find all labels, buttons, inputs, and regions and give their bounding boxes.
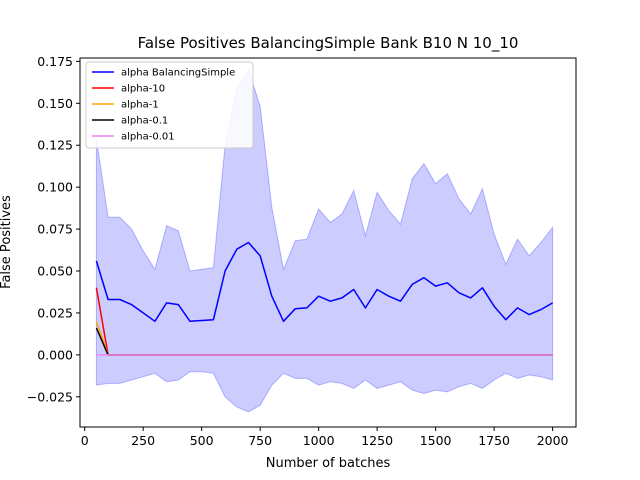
x-tick-label: 0 xyxy=(81,433,89,448)
y-tick-label: 0.000 xyxy=(37,347,73,362)
x-tick-label: 1750 xyxy=(478,433,510,448)
y-axis-label: False Positives xyxy=(0,195,14,289)
legend: alpha BalancingSimple alpha-10 alpha-1 alph… xyxy=(85,61,254,149)
plot-frame xyxy=(79,57,577,428)
x-tick-label: 1000 xyxy=(303,433,335,448)
y-axis: −0.025 0.000 0.025 0.050 0.075 0.100 0.125 0.15… xyxy=(27,54,80,404)
x-axis-label: Number of batches xyxy=(266,456,391,471)
legend-entry-label: alpha-1 xyxy=(121,100,159,111)
x-tick-label: 750 xyxy=(248,433,272,448)
y-tick-label: 0.150 xyxy=(37,96,73,111)
y-tick-label: 0.125 xyxy=(37,138,73,153)
legend-entry-label: alpha-10 xyxy=(121,84,165,95)
x-tick-label: 250 xyxy=(131,433,155,448)
y-tick-label: −0.025 xyxy=(27,389,73,404)
x-tick-label: 1500 xyxy=(420,433,452,448)
y-tick-label: 0.050 xyxy=(37,264,73,279)
series-line-0 xyxy=(95,241,553,323)
y-tick-label: 0.175 xyxy=(37,54,73,69)
chart-title: False Positives BalancingSimple Bank B10… xyxy=(138,34,519,53)
legend-entry-label: alpha-0.1 xyxy=(121,116,168,127)
legend-entry-label: alpha BalancingSimple xyxy=(121,68,235,79)
x-tick-label: 1250 xyxy=(361,433,393,448)
y-tick-label: 0.075 xyxy=(37,222,73,237)
series-layer xyxy=(95,241,553,356)
y-tick-label: 0.100 xyxy=(37,180,73,195)
plot-area xyxy=(79,57,577,428)
x-axis: 0 250 500 750 1000 1250 1500 1750 2000 xyxy=(81,427,569,448)
x-tick-label: 2000 xyxy=(537,433,569,448)
legend-box xyxy=(85,61,254,149)
x-tick-label: 500 xyxy=(190,433,214,448)
y-tick-label: 0.025 xyxy=(37,305,73,320)
legend-entry-label: alpha-0.01 xyxy=(121,132,175,143)
